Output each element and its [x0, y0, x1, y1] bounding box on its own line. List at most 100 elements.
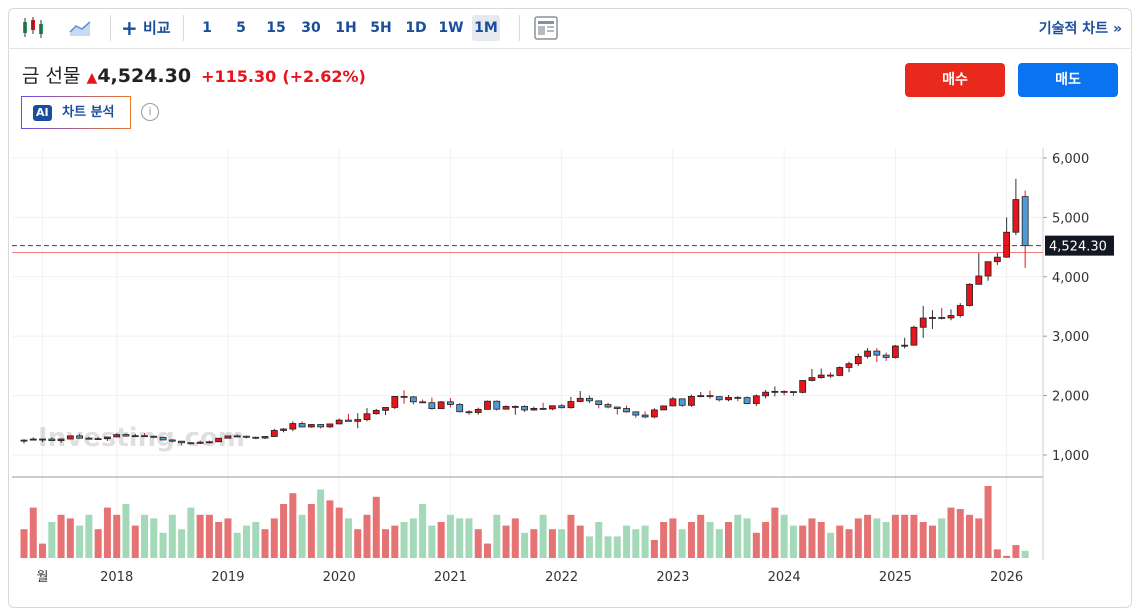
- volume-bar: [113, 514, 121, 558]
- candle-body: [882, 354, 890, 358]
- y-tick-label: 1,000: [1052, 449, 1089, 464]
- volume-bar: [187, 507, 195, 558]
- volume-bar: [854, 518, 862, 558]
- volume-bar: [205, 514, 213, 558]
- buy-button[interactable]: 매수: [905, 63, 1005, 97]
- interval-button[interactable]: 1D: [405, 20, 427, 36]
- candle-body: [827, 374, 834, 377]
- interval-button[interactable]: 1H: [335, 20, 357, 36]
- volume-bar: [826, 532, 834, 558]
- volume-bar: [178, 529, 186, 558]
- volume-bar: [706, 522, 714, 558]
- volume-bar: [660, 522, 668, 558]
- volume-bar: [391, 525, 399, 558]
- candle-icon[interactable]: [20, 16, 46, 40]
- volume-bar: [623, 525, 631, 558]
- candle-body: [94, 438, 102, 441]
- volume-bar: [233, 532, 241, 558]
- candle-body: [48, 438, 56, 441]
- volume-bar: [48, 522, 56, 558]
- candle-body: [910, 326, 918, 346]
- volume-bar: [762, 522, 770, 558]
- volume-bar: [215, 522, 223, 558]
- toolbar: [8, 8, 1132, 49]
- volume-bar: [131, 525, 139, 558]
- candle-body: [205, 441, 213, 444]
- volume-bar: [122, 504, 130, 558]
- volume-bar: [539, 514, 547, 558]
- volume-bar: [326, 500, 334, 558]
- x-tick-label: 2022: [545, 570, 578, 585]
- candle-body: [493, 400, 501, 410]
- candle-body: [243, 435, 250, 438]
- candle-body: [131, 435, 139, 438]
- candle-body: [465, 411, 473, 414]
- candle-body: [660, 405, 668, 411]
- quote-header: 금 선물 ▲4,524.30 +115.30 (+2.62%): [22, 61, 366, 88]
- candle-body: [530, 408, 538, 411]
- volume-bar: [743, 518, 751, 558]
- candle-body: [891, 345, 899, 358]
- x-tick-label: 2023: [656, 570, 689, 585]
- candle-body: [548, 405, 556, 410]
- interval-button[interactable]: 1W: [438, 20, 464, 36]
- volume-bar: [882, 522, 890, 558]
- area-icon[interactable]: [68, 18, 94, 38]
- y-tick-label: 2,000: [1052, 390, 1089, 405]
- candle-body: [613, 406, 621, 409]
- candle-body: [57, 438, 65, 441]
- candle-body: [919, 317, 927, 328]
- ai-analysis-button[interactable]: AI 차트 분석: [21, 96, 131, 129]
- interval-button[interactable]: 1M: [472, 15, 500, 41]
- candle-body: [697, 395, 705, 398]
- interval-button[interactable]: 5: [236, 20, 246, 36]
- candle-body: [270, 430, 278, 437]
- candle-body: [873, 350, 881, 356]
- candle-body: [76, 435, 84, 439]
- volume-bar: [567, 514, 575, 558]
- volume-bar: [298, 514, 306, 558]
- volume-bar: [678, 529, 686, 558]
- candle-body: [437, 401, 445, 410]
- candle-body: [335, 419, 343, 425]
- volume-bar: [76, 525, 84, 558]
- candle-body: [474, 408, 482, 413]
- candle-body: [382, 407, 389, 411]
- interval-button[interactable]: 15: [266, 20, 286, 36]
- candle-body: [419, 401, 427, 404]
- volume-bar: [1021, 550, 1029, 558]
- candle-body: [929, 317, 936, 319]
- volume-bar: [697, 514, 705, 558]
- candle-body: [280, 428, 287, 431]
- volume-bar: [252, 522, 260, 558]
- candle-body: [307, 424, 315, 428]
- candle-body: [567, 401, 575, 409]
- candle-body: [141, 435, 148, 438]
- candle-body: [20, 439, 28, 442]
- candle-body: [252, 436, 260, 439]
- last-price-box: [1045, 235, 1114, 256]
- interval-button[interactable]: 1: [202, 20, 212, 36]
- volume-bar: [150, 518, 158, 558]
- interval-button[interactable]: 5H: [370, 20, 392, 36]
- candle-body: [363, 413, 371, 420]
- volume-bar: [382, 529, 390, 558]
- volume-bar: [354, 529, 362, 558]
- interval-button[interactable]: 30: [301, 20, 321, 36]
- candle-body: [817, 374, 825, 379]
- volume-bar: [261, 529, 269, 558]
- volume-bar: [956, 509, 964, 558]
- technical-chart-link[interactable]: 기술적 차트 »: [1038, 21, 1122, 37]
- compare-button[interactable]: + 비교: [121, 16, 171, 40]
- info-icon[interactable]: i: [141, 103, 159, 121]
- volume-bar: [947, 507, 955, 558]
- volume-bar: [641, 525, 649, 558]
- sell-button[interactable]: 매도: [1018, 63, 1118, 97]
- layout-icon[interactable]: [534, 16, 558, 40]
- volume-bar: [465, 518, 473, 558]
- volume-bar: [39, 543, 47, 558]
- candle-body: [641, 414, 649, 418]
- candle-body: [159, 436, 167, 441]
- volume-bar: [613, 536, 621, 558]
- y-tick-label: 4,000: [1052, 271, 1089, 286]
